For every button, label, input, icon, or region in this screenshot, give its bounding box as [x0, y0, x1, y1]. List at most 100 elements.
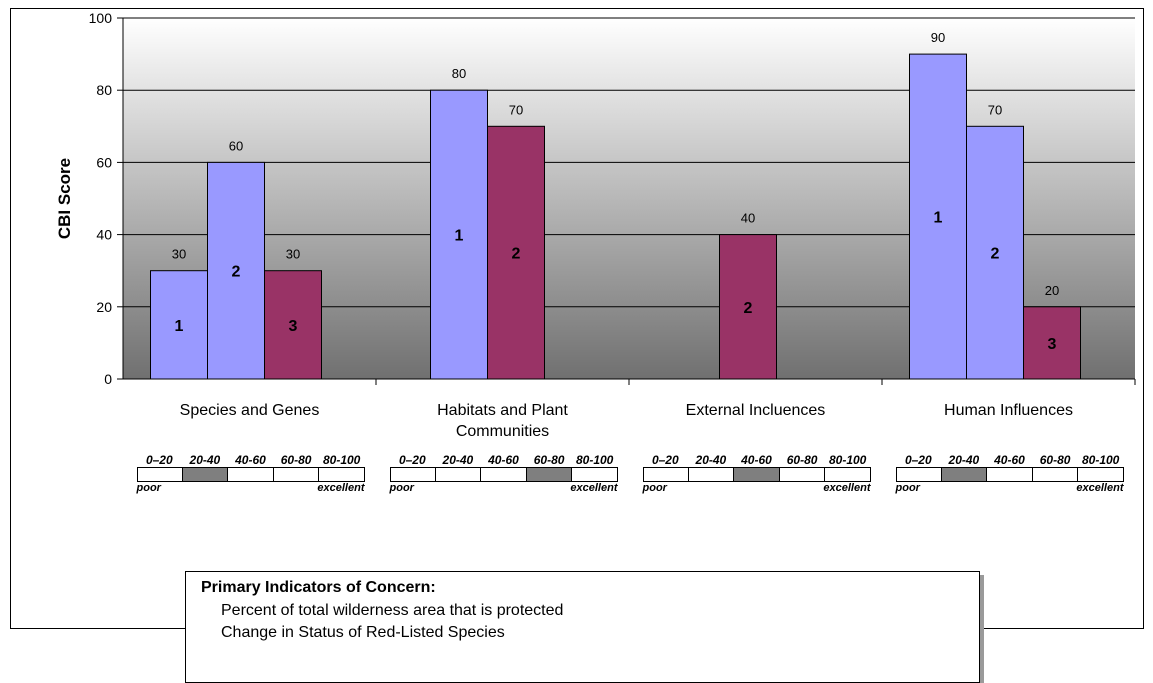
rating-scale-ends: poor excellent — [643, 482, 871, 495]
y-tick-label: 40 — [96, 227, 112, 243]
bar-index-label: 2 — [991, 246, 1000, 263]
y-tick-label: 20 — [96, 299, 112, 315]
rating-box — [643, 468, 689, 481]
rating-range-label: 0–20 — [398, 453, 426, 467]
y-axis-label: CBI Score — [55, 158, 74, 239]
bar-value-label: 80 — [452, 66, 466, 81]
bar-value-label: 30 — [172, 247, 186, 262]
poor-label: poor — [389, 482, 414, 494]
rating-range-label: 60-80 — [1039, 453, 1071, 467]
rating-range-label: 0–20 — [145, 453, 173, 467]
bar — [264, 270, 322, 380]
rating-range-label: 40-60 — [235, 453, 266, 467]
bar — [430, 89, 488, 380]
rating-box — [319, 468, 364, 481]
primary-indicators-box: Primary Indicators of Concern: Percent o… — [185, 571, 980, 683]
rating-box — [779, 468, 826, 481]
rating-range-label: 20-40 — [695, 453, 727, 467]
bar — [1023, 306, 1081, 380]
y-tick-label: 80 — [96, 82, 112, 98]
rating-box — [688, 468, 735, 481]
category-label: Communities — [456, 423, 549, 440]
rating-range-label: 60-80 — [280, 453, 312, 467]
category-label: External Incluences — [686, 402, 826, 419]
rating-range-label: 20-40 — [948, 453, 980, 467]
bar-value-label: 30 — [286, 247, 300, 262]
rating-box — [228, 468, 274, 481]
y-tick-label: 0 — [104, 371, 112, 387]
rating-box — [481, 468, 527, 481]
rating-box-selected — [526, 468, 573, 481]
bar-value-label: 70 — [509, 102, 523, 117]
bar-index-label: 3 — [289, 318, 298, 335]
rating-box-selected — [182, 468, 229, 481]
bar-value-label: 70 — [988, 102, 1002, 117]
rating-scale-boxes — [136, 467, 365, 482]
rating-scale-ends: poor excellent — [896, 482, 1124, 495]
poor-label: poor — [895, 482, 920, 494]
bar — [207, 161, 265, 380]
rating-scale-ranges: 0–20 20-40 40-60 60-80 80-100 — [390, 453, 618, 467]
rating-box — [390, 468, 436, 481]
indicator-line: Percent of total wilderness area that is… — [221, 602, 564, 619]
rating-box-selected — [734, 468, 780, 481]
rating-box — [273, 468, 320, 481]
bar-value-label: 90 — [931, 30, 945, 45]
bar-value-label: 60 — [229, 138, 243, 153]
bar — [909, 53, 967, 380]
rating-box — [896, 468, 942, 481]
excellent-label: excellent — [317, 482, 365, 494]
rating-range-label: 60-80 — [786, 453, 818, 467]
rating-range-label: 80-100 — [1081, 453, 1120, 467]
rating-range-label: 40-60 — [994, 453, 1025, 467]
rating-range-label: 80-100 — [575, 453, 614, 467]
bar-index-label: 2 — [744, 300, 753, 317]
rating-box — [1032, 468, 1079, 481]
bar — [719, 234, 777, 380]
rating-range-label: 20-40 — [189, 453, 221, 467]
rating-scale-ranges: 0–20 20-40 40-60 60-80 80-100 — [896, 453, 1124, 467]
rating-range-label: 80-100 — [322, 453, 361, 467]
excellent-label: excellent — [1076, 482, 1124, 494]
rating-range-label: 0–20 — [904, 453, 932, 467]
rating-box — [987, 468, 1033, 481]
excellent-label: excellent — [570, 482, 618, 494]
rating-scale-boxes — [895, 467, 1124, 482]
bar-value-label: 40 — [741, 211, 755, 226]
bar-index-label: 1 — [175, 318, 184, 335]
bar-value-label: 20 — [1045, 283, 1059, 298]
rating-box — [825, 468, 870, 481]
chart-frame-bottom-right — [984, 628, 1144, 629]
chart-frame-bottom-left — [10, 628, 186, 629]
rating-scale-boxes — [642, 467, 871, 482]
rating-box — [137, 468, 183, 481]
rating-scale: 0–20 20-40 40-60 60-80 80-100 poor excellent — [389, 453, 618, 495]
bar-index-label: 2 — [232, 264, 241, 281]
y-tick-label: 60 — [96, 154, 112, 170]
rating-range-label: 60-80 — [533, 453, 565, 467]
bar — [966, 125, 1024, 380]
rating-range-label: 80-100 — [828, 453, 867, 467]
cbi-bar-chart: 0 20 40 60 80 100 CBI Score 30 1 60 2 30 3 Species an… — [55, 10, 1136, 440]
rating-scale-ranges: 0–20 20-40 40-60 60-80 80-100 — [643, 453, 871, 467]
indicator-line: Change in Status of Red-Listed Species — [221, 624, 505, 641]
primary-indicators-title: Primary Indicators of Concern: — [201, 579, 436, 596]
rating-range-label: 0–20 — [651, 453, 679, 467]
rating-box — [572, 468, 617, 481]
rating-box — [1078, 468, 1123, 481]
rating-scale-boxes — [389, 467, 618, 482]
bar — [150, 270, 208, 380]
category-label: Species and Genes — [180, 402, 320, 419]
bar-index-label: 2 — [512, 246, 521, 263]
excellent-label: excellent — [823, 482, 871, 494]
rating-range-label: 40-60 — [741, 453, 772, 467]
rating-scale: 0–20 20-40 40-60 60-80 80-100 poor excellent — [895, 453, 1124, 495]
bar-index-label: 1 — [455, 228, 464, 245]
rating-box-selected — [941, 468, 988, 481]
rating-range-label: 40-60 — [488, 453, 519, 467]
poor-label: poor — [136, 482, 161, 494]
y-tick-label: 100 — [89, 10, 113, 26]
category-label: Human Influences — [944, 402, 1073, 419]
bar — [487, 125, 545, 380]
rating-scale: 0–20 20-40 40-60 60-80 80-100 poor excellent — [642, 453, 871, 495]
